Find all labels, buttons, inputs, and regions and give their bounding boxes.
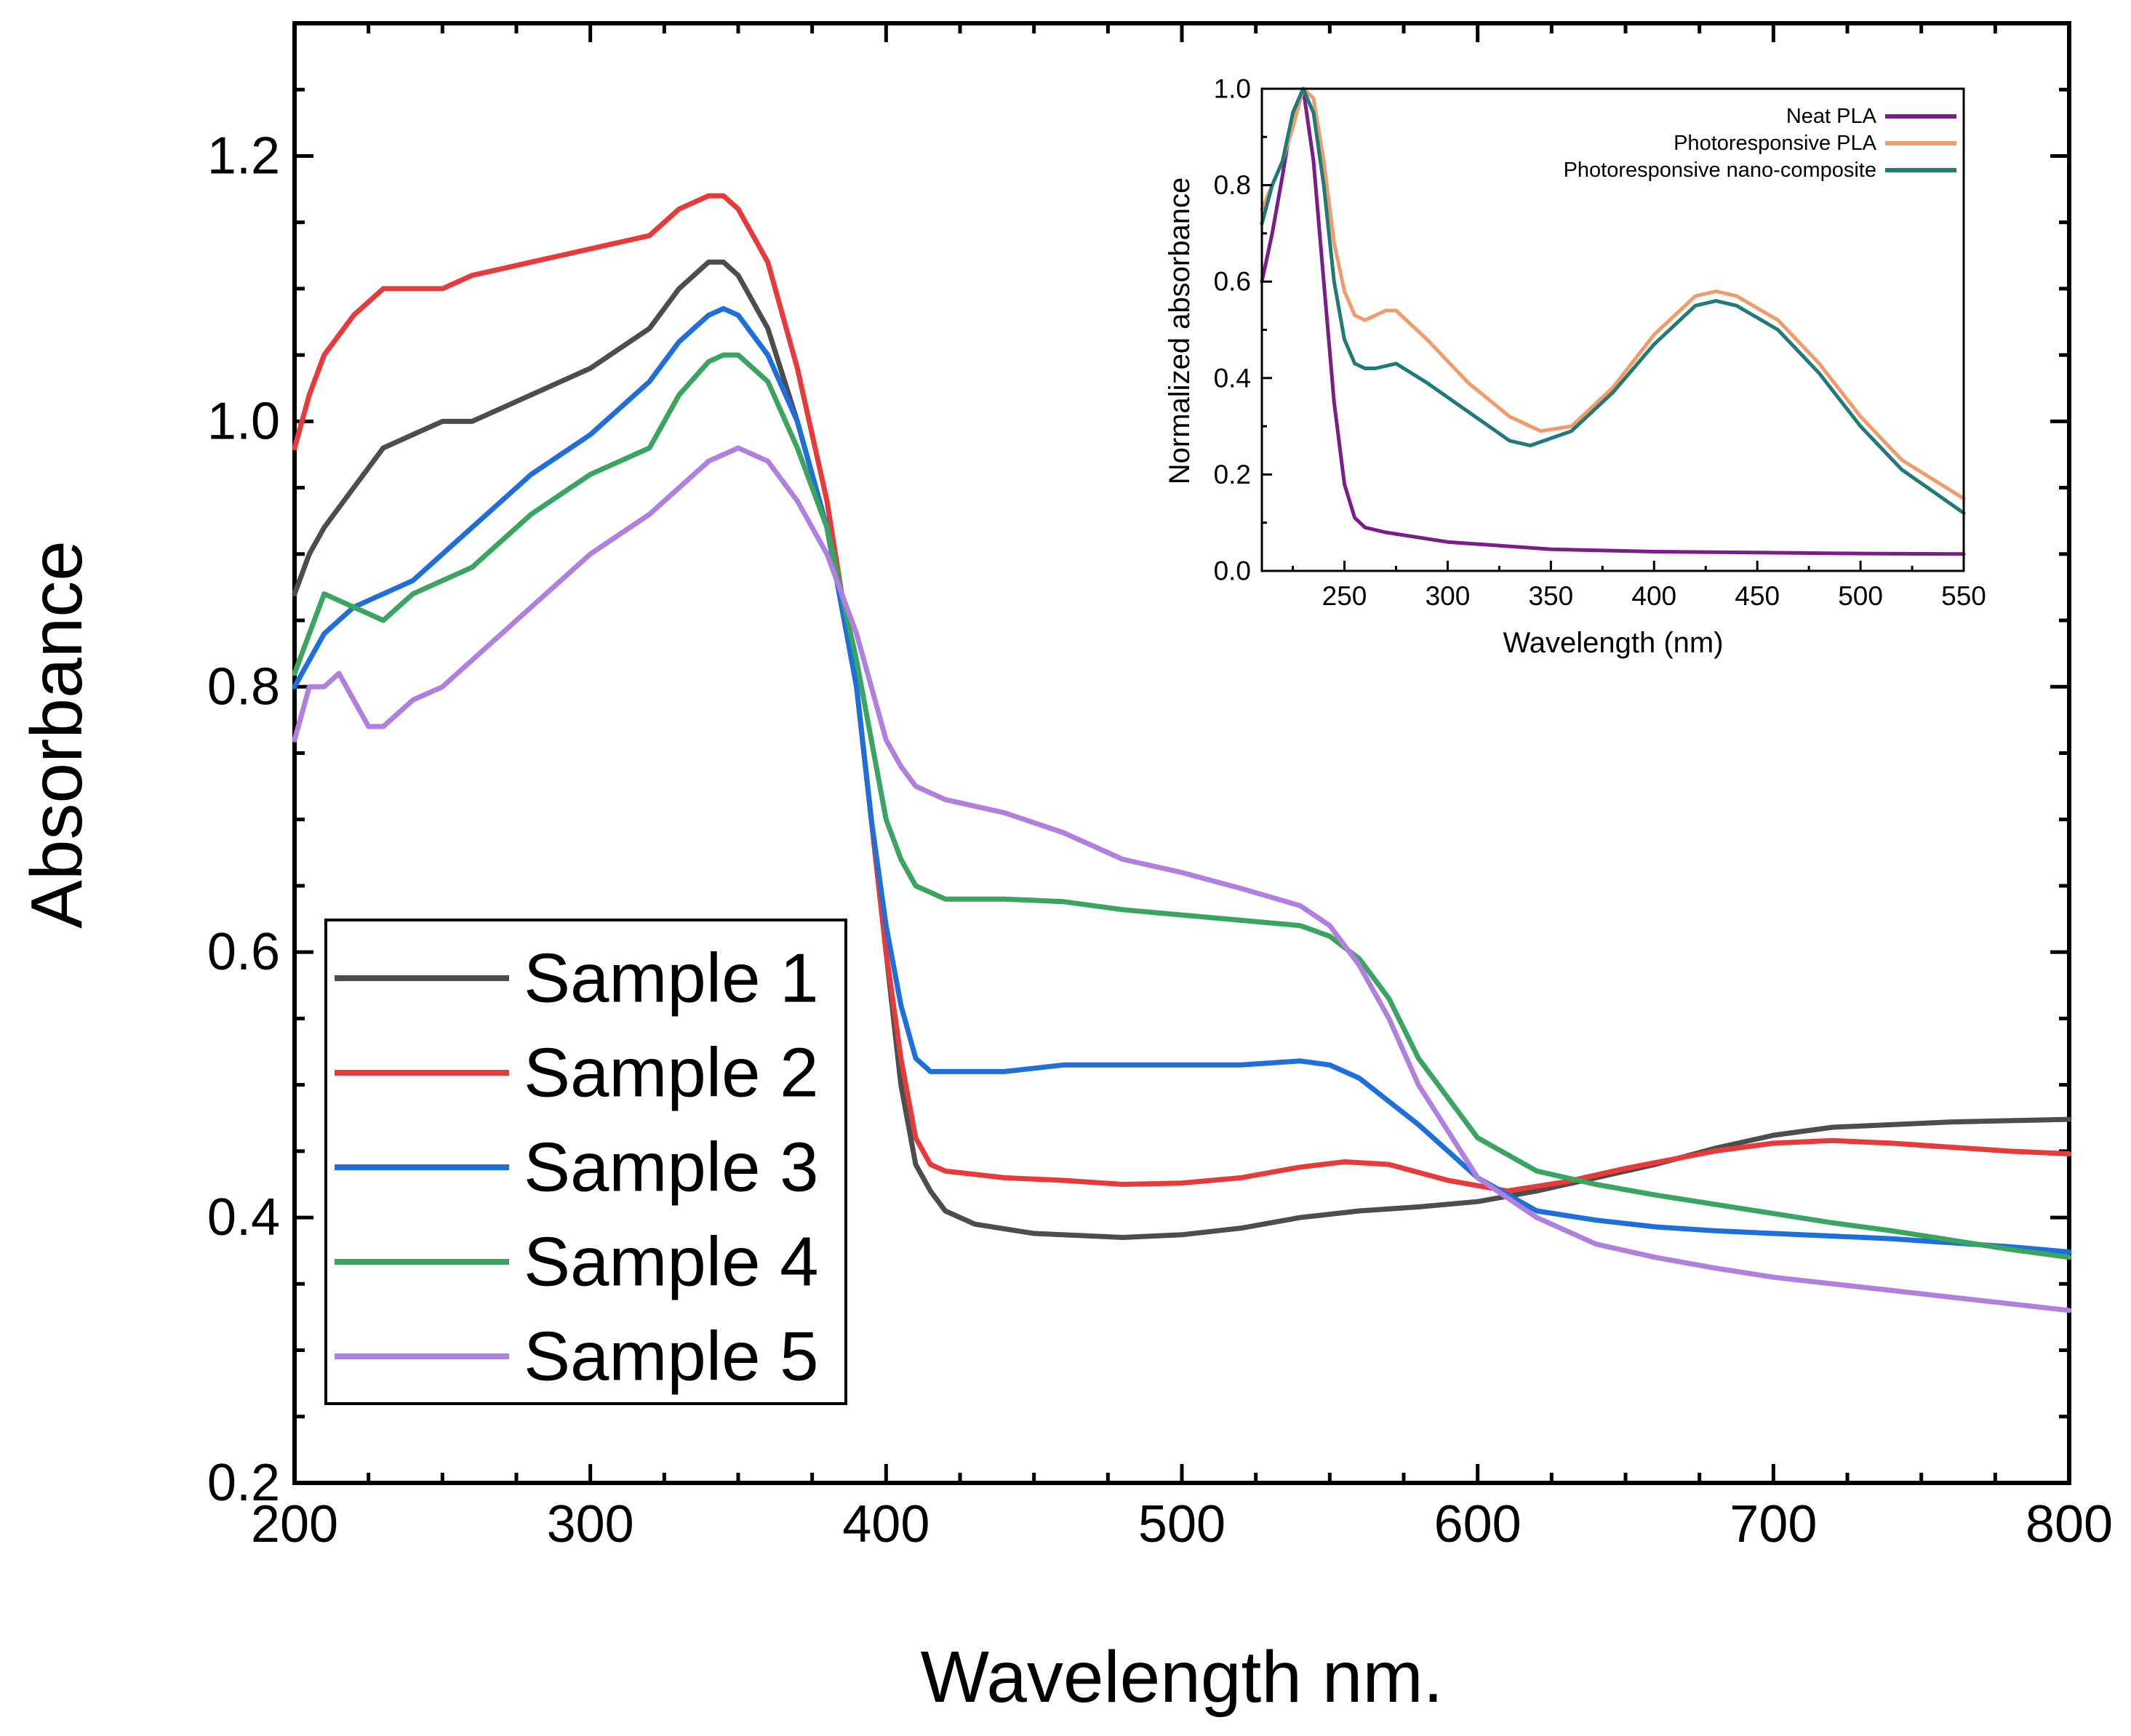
main-y-tick-label: 1.2 [207,127,280,185]
main-y-axis-label: Absorbance [16,540,97,929]
inset-y-axis-label: Normalized absorbance [1164,177,1196,484]
main-series-line-3 [292,305,2072,1255]
legend-label-sample-1: Sample 1 [524,940,819,1017]
inset-legend-label-2: Photoresponsive PLA [1674,132,1877,155]
main-y-tick-labels: 0.2 0.4 0.6 0.8 1.0 1.2 [207,127,280,1512]
main-legend: Sample 1 Sample 2 Sample 3 Sample 4 Sample 5 [324,919,847,1405]
inset-legend-label-3: Photoresponsive nano-composite [1564,159,1876,182]
main-x-tick-label: 700 [1730,1495,1817,1553]
main-series-line-5 [292,445,2072,1313]
main-x-axis-label: Wavelength nm. [921,1636,1444,1718]
inset-x-tick-label: 500 [1838,581,1883,611]
main-x-tick-label: 500 [1138,1495,1226,1553]
main-ticks [292,21,2071,1485]
main-series [292,193,2072,1313]
main-series-line-4 [292,352,2072,1260]
main-y-tick-label: 1.0 [207,392,280,450]
inset-series [1260,87,1966,556]
inset-x-tick-label: 350 [1528,581,1573,611]
inset-y-tick-label: 1.0 [1214,74,1251,104]
inset-y-tick-label: 0.8 [1214,170,1251,200]
main-y-tick-label: 0.6 [207,923,280,981]
inset-x-tick-label: 400 [1631,581,1676,611]
main-x-tick-label: 600 [1434,1495,1522,1553]
legend-label-sample-5: Sample 5 [524,1318,819,1396]
inset-x-axis-label: Wavelength (nm) [1503,627,1723,659]
main-x-tick-label: 400 [842,1495,929,1553]
main-legend-box [324,919,847,1405]
legend-label-sample-2: Sample 2 [524,1034,819,1112]
inset-y-tick-label: 0.4 [1214,363,1251,393]
legend-label-sample-3: Sample 3 [524,1129,819,1207]
main-series-line-2 [292,193,2072,1194]
inset-y-tick-labels: 0.0 0.2 0.4 0.6 0.8 1.0 [1214,74,1251,586]
main-x-tick-labels: 200 300 400 500 600 700 800 [251,1495,2113,1553]
inset-x-tick-label: 250 [1322,581,1367,611]
inset-background [1262,89,1964,571]
inset-series-line-3 [1260,87,1966,515]
inset-x-tick-label: 300 [1426,581,1471,611]
inset-x-tick-label: 450 [1735,581,1780,611]
inset-chart: 250 300 350 400 450 500 550 0.0 0.2 0.4 0.6 0.8 1.0… [1164,74,1986,660]
main-x-tick-label: 200 [251,1495,338,1553]
inset-x-tick-labels: 250 300 350 400 450 500 550 [1322,581,1986,611]
inset-legend: Neat PLA Photoresponsive PLA Photoresponsi… [1564,105,1956,182]
main-y-tick-label: 0.2 [207,1454,280,1512]
inset-y-tick-label: 0.6 [1214,267,1251,297]
inset-x-tick-label: 550 [1941,581,1986,611]
main-chart: 200 300 400 500 600 700 800 0.2 0.4 0.6 0.8 1.0 1.2… [16,21,2113,1718]
main-y-tick-label: 0.8 [207,657,280,716]
inset-ticks [1262,87,1965,572]
main-x-tick-label: 300 [547,1495,634,1553]
legend-label-sample-4: Sample 4 [524,1223,819,1301]
inset-legend-label-1: Neat PLA [1786,105,1877,128]
inset-series-line-2 [1260,87,1966,500]
inset-y-tick-label: 0.0 [1214,556,1251,586]
main-x-tick-label: 800 [2026,1495,2113,1553]
inset-y-tick-label: 0.2 [1214,460,1251,489]
main-y-tick-label: 0.4 [207,1188,280,1247]
